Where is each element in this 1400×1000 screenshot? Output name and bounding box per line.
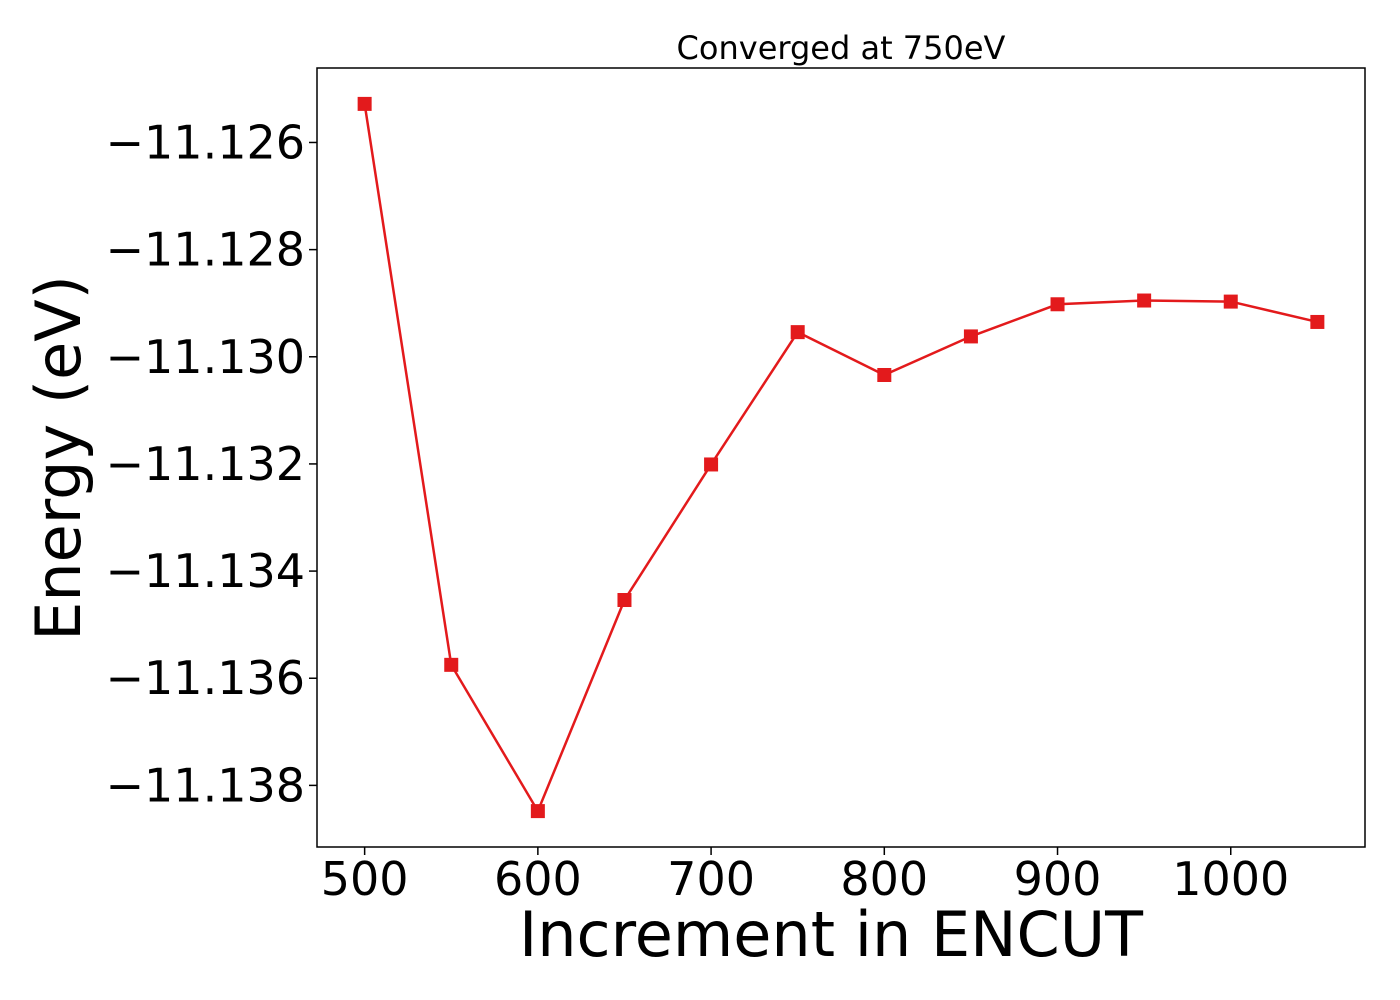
data-point-marker bbox=[444, 657, 459, 672]
y-tick-label: −11.128 bbox=[106, 223, 306, 277]
x-tick-label: 700 bbox=[667, 852, 755, 906]
data-point-marker bbox=[1223, 294, 1238, 309]
data-point-marker bbox=[790, 325, 805, 340]
y-tick-label: −11.138 bbox=[106, 758, 306, 812]
x-tick-label: 500 bbox=[321, 852, 409, 906]
y-axis-ticks: −11.126 −11.128 −11.130 −11.132 −11.134 −11.1… bbox=[106, 115, 317, 812]
x-axis-label: Increment in ENCUT bbox=[519, 898, 1144, 971]
series-line bbox=[363, 103, 1318, 814]
series-layer bbox=[357, 96, 1325, 819]
y-tick-label: −11.136 bbox=[106, 651, 306, 705]
data-point-marker bbox=[617, 593, 632, 608]
x-tick-label: 800 bbox=[840, 852, 928, 906]
y-tick-label: −11.132 bbox=[106, 437, 306, 491]
data-point-marker bbox=[530, 804, 545, 819]
y-axis-label: Energy (eV) bbox=[22, 275, 95, 641]
data-point-marker bbox=[963, 329, 978, 344]
chart-title: Converged at 750eV bbox=[677, 29, 1006, 67]
plot-area bbox=[316, 67, 1366, 848]
data-point-marker bbox=[1310, 314, 1325, 329]
y-tick-label: −11.126 bbox=[106, 115, 306, 169]
data-point-marker bbox=[357, 96, 372, 111]
data-point-marker bbox=[1050, 297, 1065, 312]
x-tick-label: 900 bbox=[1014, 852, 1102, 906]
x-tick-label: 600 bbox=[494, 852, 582, 906]
y-tick-label: −11.130 bbox=[106, 330, 306, 384]
x-tick-label: 1000 bbox=[1172, 852, 1289, 906]
data-point-marker bbox=[1137, 293, 1152, 308]
data-point-marker bbox=[877, 367, 892, 382]
y-tick-label: −11.134 bbox=[106, 544, 306, 598]
data-point-marker bbox=[704, 457, 719, 472]
x-axis-ticks: 500 600 700 800 900 1000 bbox=[321, 847, 1289, 906]
